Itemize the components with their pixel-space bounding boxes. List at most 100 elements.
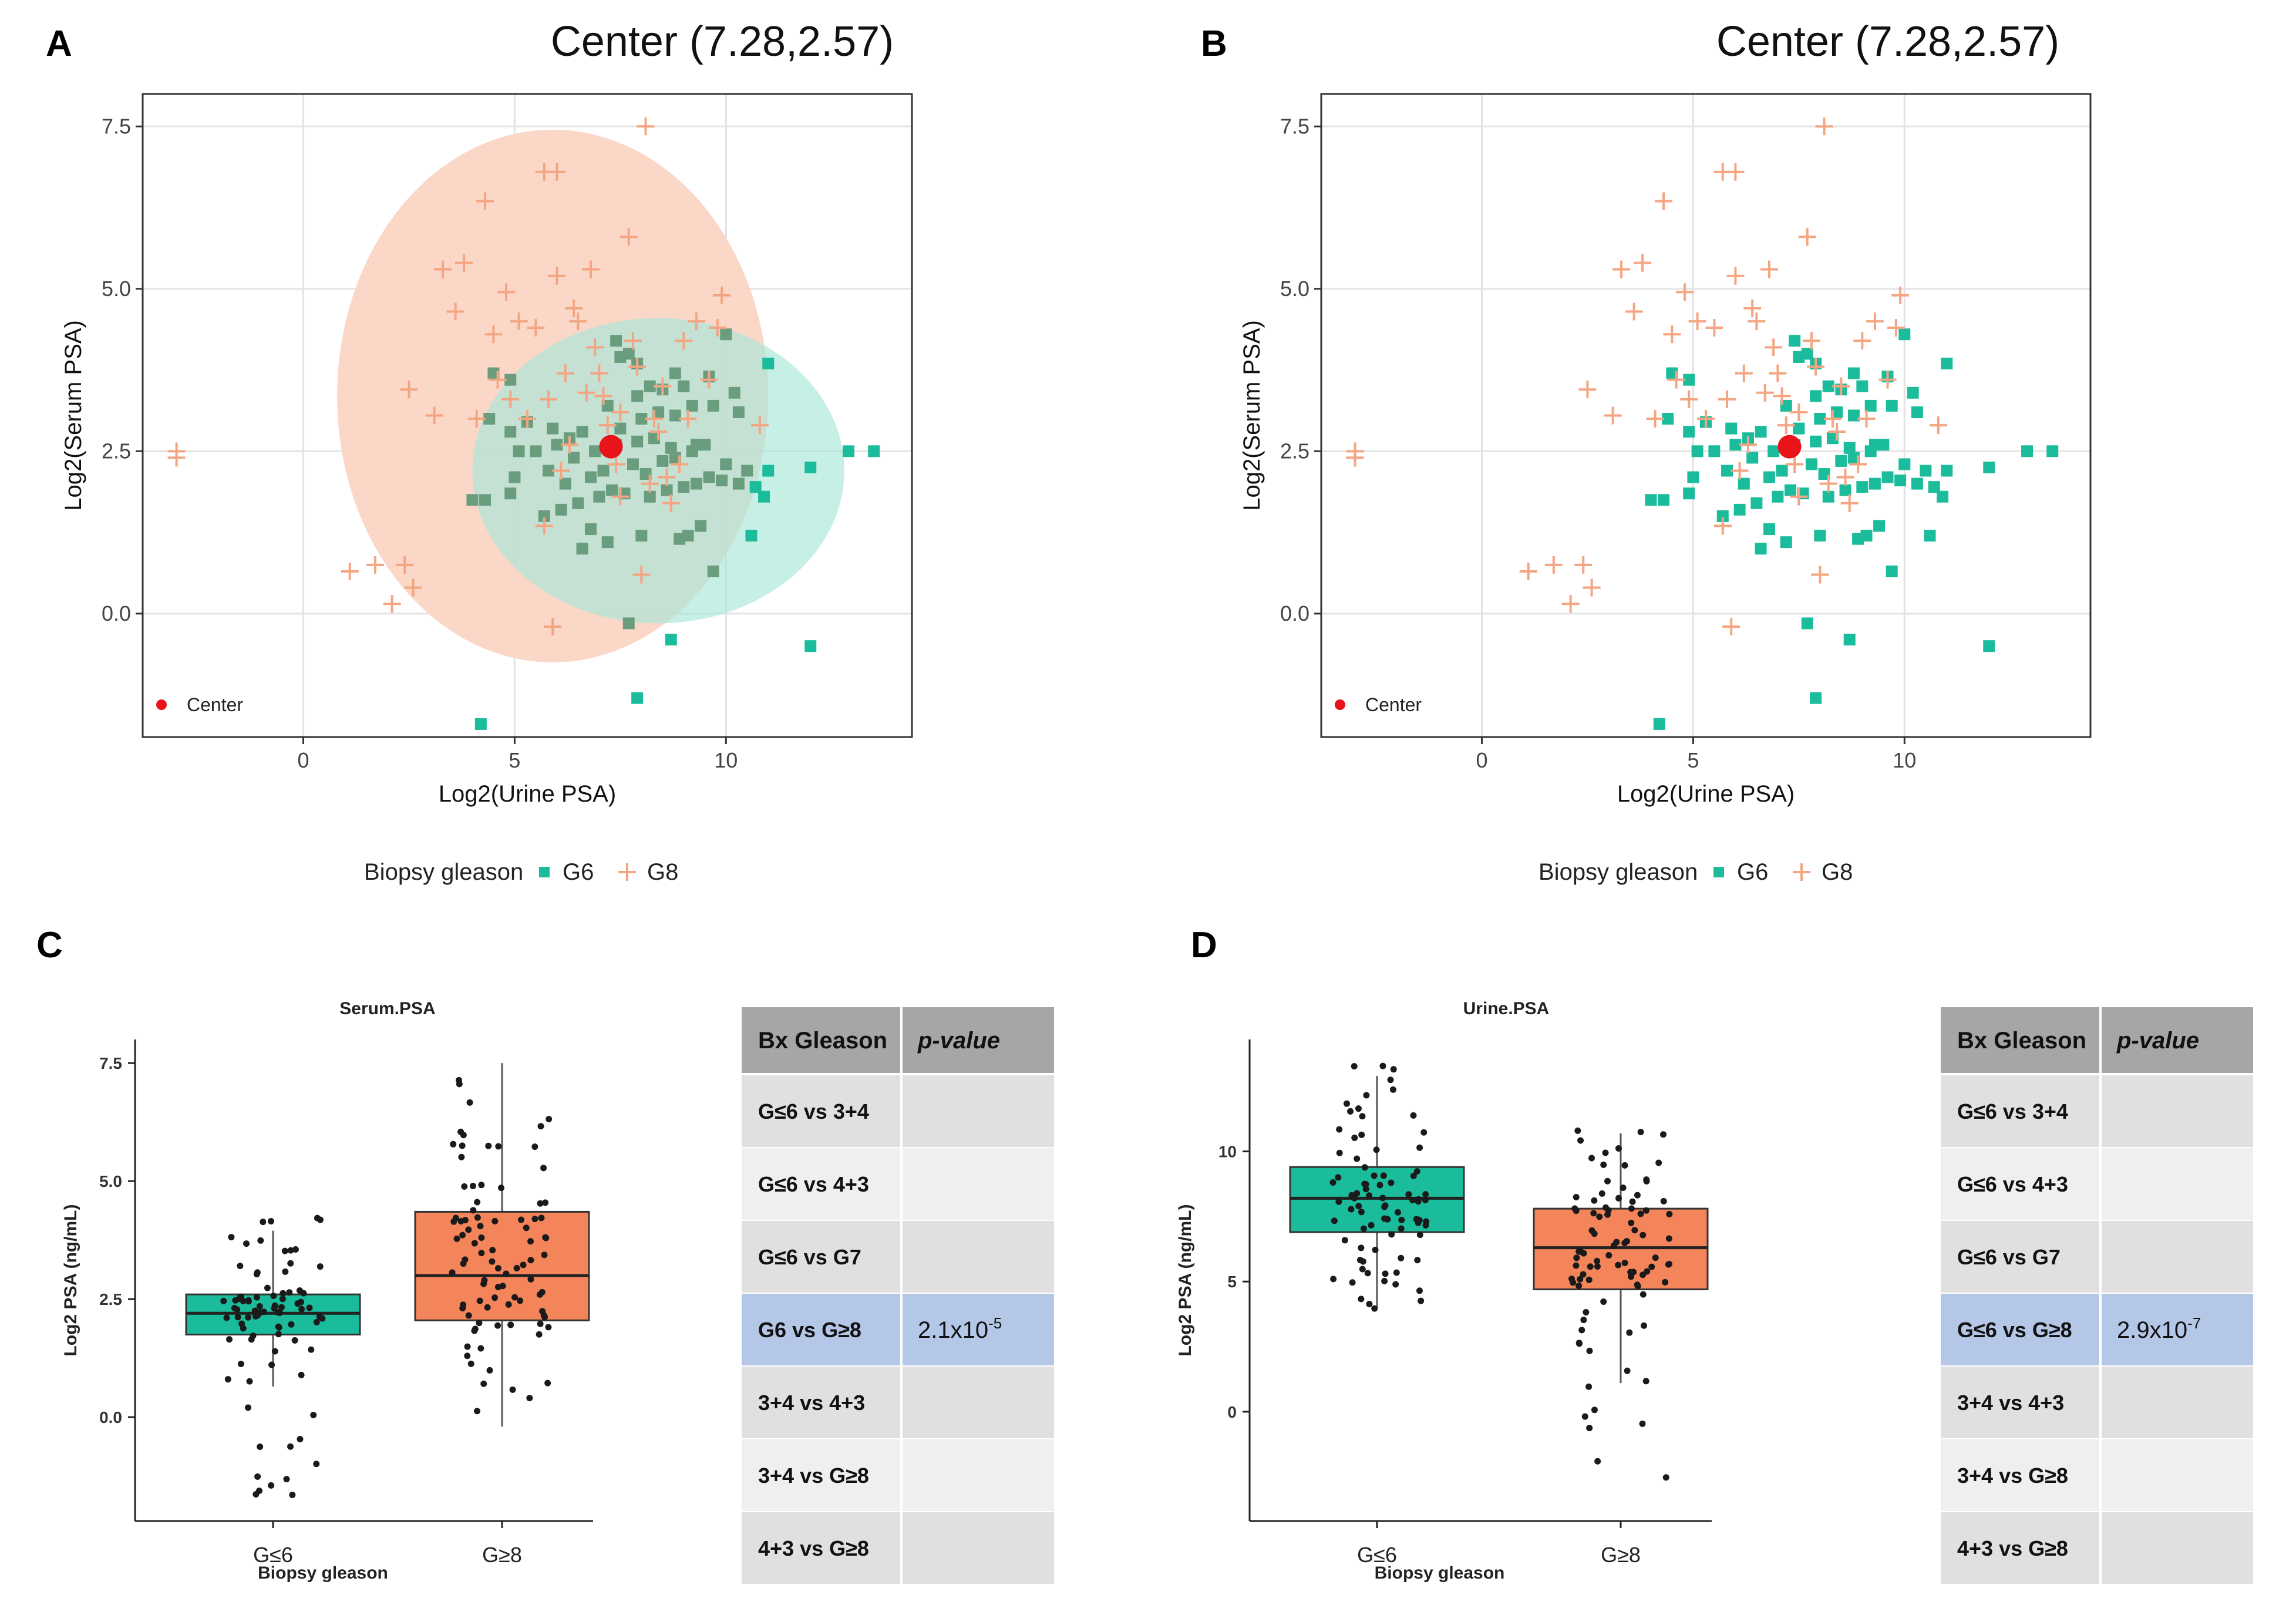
data-point	[286, 1289, 293, 1296]
data-point	[1398, 1254, 1405, 1261]
data-point	[271, 1348, 278, 1355]
point-g6	[695, 520, 707, 532]
data-point	[253, 1490, 260, 1498]
point-g6	[732, 406, 745, 418]
legend-g8-label: G8	[647, 859, 678, 885]
data-point	[1574, 1127, 1581, 1134]
x-axis-title: Log2(Urine PSA)	[1617, 781, 1795, 807]
data-point	[1575, 1248, 1583, 1255]
data-point	[539, 1308, 546, 1315]
point-g8	[1807, 358, 1825, 376]
point-g8	[1756, 383, 1774, 402]
data-point	[1573, 1254, 1580, 1261]
data-point	[1413, 1168, 1420, 1175]
data-point	[1359, 1266, 1366, 1273]
table-cell	[2102, 1075, 2253, 1147]
y-axis-title: Log2 PSA (ng/mL)	[1176, 1204, 1195, 1357]
point-g6	[1691, 445, 1704, 457]
data-point	[278, 1304, 285, 1311]
data-point	[485, 1142, 492, 1149]
data-point	[298, 1298, 305, 1306]
data-point	[1348, 1206, 1355, 1213]
point-g6	[2021, 445, 2034, 457]
data-point	[224, 1376, 231, 1383]
table-row-comparison: G≤6 vs G7	[758, 1245, 861, 1269]
point-g6	[1843, 442, 1856, 454]
data-point	[298, 1371, 305, 1378]
legend-title: Biopsy gleason	[1538, 859, 1698, 885]
data-point	[316, 1313, 323, 1320]
data-point	[1336, 1149, 1343, 1156]
data-point	[470, 1207, 477, 1214]
data-point	[518, 1216, 525, 1223]
data-point	[1665, 1235, 1672, 1242]
point-g8	[404, 578, 422, 597]
data-point	[1379, 1195, 1386, 1202]
data-point	[1585, 1276, 1593, 1283]
point-g8	[1786, 455, 1804, 473]
box-panel-c: Serum.PSA 0.0 2.5 5.0 7.5 Log2 PSA (ng/mL) Bio…	[61, 999, 593, 1583]
table-cell	[742, 1512, 900, 1584]
data-point	[1577, 1137, 1584, 1144]
table-cell	[742, 1294, 900, 1365]
point-g8	[1832, 377, 1850, 395]
data-point	[537, 1200, 544, 1207]
data-point	[477, 1223, 484, 1230]
data-point	[257, 1237, 264, 1244]
point-g6	[631, 692, 644, 704]
point-g6	[1763, 523, 1775, 536]
table-row-comparison: G≤6 vs 3+4	[1957, 1099, 2068, 1123]
point-g6	[1839, 484, 1851, 496]
point-g8	[1760, 260, 1778, 278]
table-cell	[903, 1075, 1054, 1147]
data-point	[314, 1214, 321, 1222]
point-g6	[584, 471, 597, 483]
data-point	[298, 1306, 305, 1313]
table-cell	[742, 1367, 900, 1438]
table-cell	[903, 1221, 1054, 1293]
data-point	[1381, 1277, 1388, 1284]
data-point	[489, 1258, 496, 1265]
panel-letter-a: A	[46, 23, 72, 64]
point-g6	[665, 634, 677, 646]
data-point	[1615, 1261, 1622, 1269]
data-point	[1573, 1194, 1580, 1201]
data-point	[1415, 1219, 1422, 1226]
point-g6	[644, 380, 656, 392]
table-cell	[2102, 1367, 2253, 1438]
point-g8	[671, 455, 689, 473]
data-point	[494, 1265, 501, 1272]
data-point	[489, 1247, 496, 1254]
point-g6	[758, 490, 770, 503]
data-point	[1652, 1254, 1659, 1261]
data-point	[225, 1336, 233, 1343]
point-g6	[1886, 565, 1898, 577]
data-point	[1580, 1317, 1587, 1324]
point-g6	[741, 465, 753, 477]
scatter-panel-a: Center (7.28,2.57) Center 0 5 10 0.0 2.5 5.0 7.5…	[60, 18, 913, 885]
point-g8	[1705, 319, 1723, 337]
data-point	[237, 1263, 244, 1270]
data-point	[509, 1386, 516, 1393]
table-header-cell	[1941, 1007, 2099, 1073]
pvalue-base: 2.9x10	[2117, 1317, 2187, 1343]
point-g8	[611, 403, 629, 421]
point-g8	[632, 566, 651, 584]
table-row-comparison: G≤6 vs G≥8	[1957, 1318, 2072, 1342]
data-point	[1364, 1270, 1371, 1277]
data-point	[480, 1280, 487, 1287]
point-g8	[1929, 416, 1947, 435]
point-g8	[1713, 517, 1732, 535]
data-point	[1604, 1177, 1611, 1185]
point-g8	[687, 312, 705, 331]
center-point	[599, 435, 623, 459]
point-g8	[556, 364, 574, 382]
point-g6	[1894, 475, 1907, 487]
point-g6	[1810, 390, 1822, 402]
table-row-pvalue: 2.9x10-7	[2117, 1314, 2201, 1343]
table-header-comparison: Bx Gleason	[758, 1028, 887, 1054]
point-g6	[513, 445, 525, 457]
point-g6	[745, 530, 758, 542]
data-point	[465, 1312, 472, 1319]
data-point	[1596, 1213, 1603, 1220]
